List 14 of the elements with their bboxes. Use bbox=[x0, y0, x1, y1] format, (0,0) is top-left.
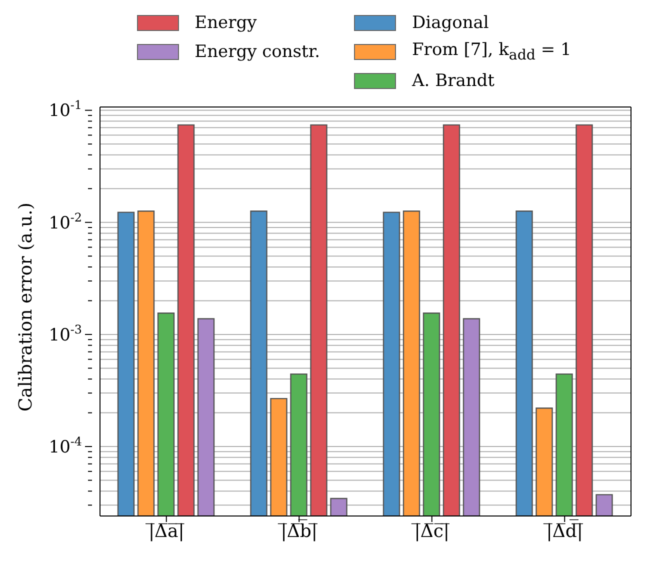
legend-label: Energy bbox=[194, 12, 257, 32]
x-tick-label: |̅Δ̅c̅|̅ bbox=[411, 520, 450, 542]
x-tick-label: |̅Δ̅a̅|̅ bbox=[146, 520, 184, 542]
legend-label: A. Brandt bbox=[412, 70, 495, 90]
legend-label: Energy constr. bbox=[194, 42, 320, 62]
x-tick-label: |̅Δ̅b̅|̅ bbox=[278, 518, 318, 542]
y-tick-label: 10$^{-4}$ bbox=[48, 434, 82, 458]
y-axis-title: Calibration error (a.u.) bbox=[15, 202, 36, 412]
x-tick-label: |̅Δ̅d̅|̅ bbox=[543, 518, 583, 542]
legend-label: From [7], k$_{add}$ = 1 bbox=[412, 40, 572, 64]
y-tick-label: 10$^{-3}$ bbox=[48, 322, 82, 346]
y-tick-label: 10$^{-1}$ bbox=[48, 98, 82, 122]
legend-label: Diagonal bbox=[412, 12, 489, 32]
y-tick-label: 10$^{-2}$ bbox=[48, 210, 82, 234]
